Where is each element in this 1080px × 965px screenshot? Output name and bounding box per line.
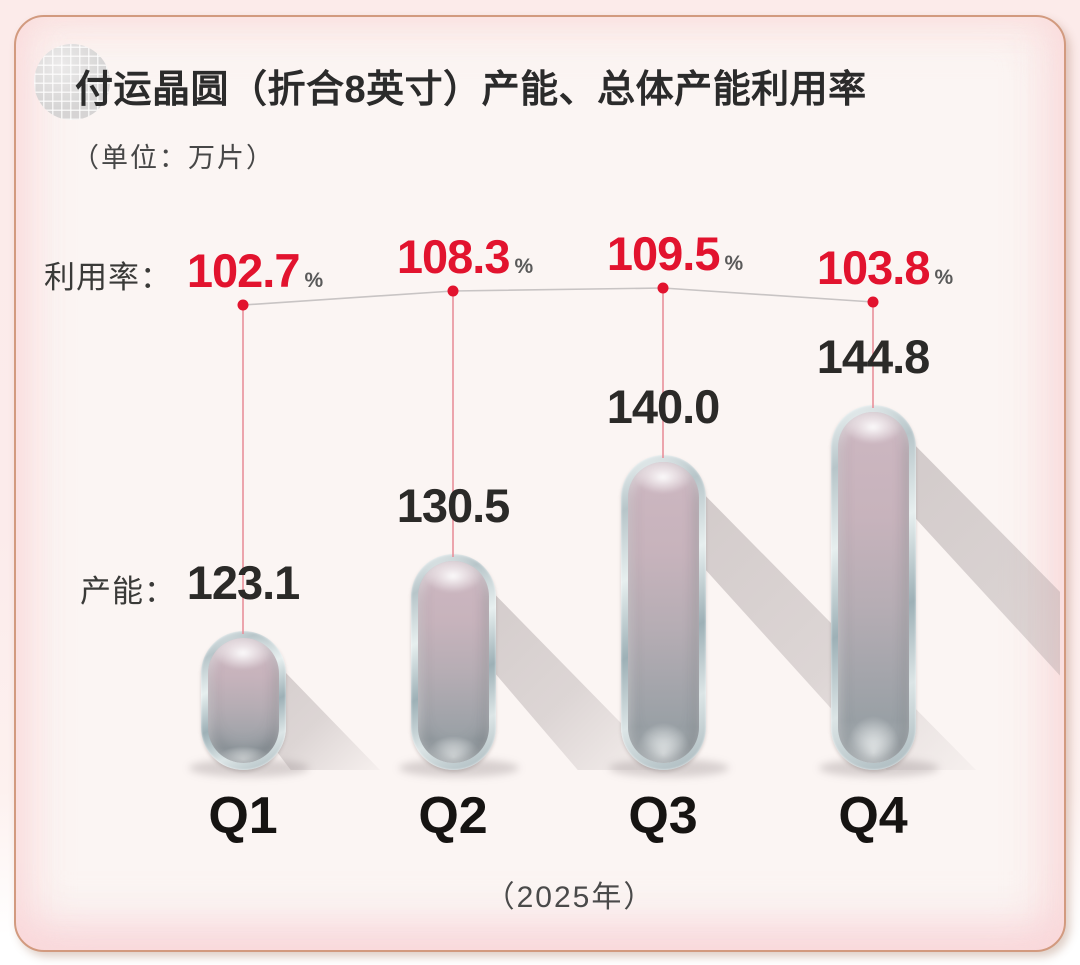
utilization-number: 103.8 [816,241,931,294]
utilization-number: 109.5 [606,227,721,280]
capacity-value-q3: 140.0 [606,380,721,433]
category-label-q4: Q4 [838,787,908,845]
utilization-value-q1: 102.7 % [187,243,323,298]
category-label-q2: Q2 [418,787,488,845]
capacity-bar-q4 [830,405,916,770]
utilization-value-q4: 103.8 % [817,240,953,295]
wafer-grid-icon [34,44,110,120]
capacity-value-q2: 130.5 [396,479,511,532]
capacity-row-label: 产能： [80,574,176,609]
bar-q4-glass-fill [837,412,909,763]
capacity-value-q4: 144.8 [816,330,931,383]
category-label-q1: Q1 [208,787,278,845]
utilization-value-q2: 108.3 % [397,229,533,284]
utilization-number: 108.3 [396,230,511,283]
page-title: 付运晶圆（折合8英寸）产能、总体产能利用率 [75,69,867,111]
unit-note: （单位：万片） [72,143,275,173]
capacity-value-q1: 123.1 [186,556,301,609]
year-caption: （2025年） [484,881,656,914]
percent-sign: % [724,252,744,275]
capacity-bar-q1 [200,631,286,770]
percent-sign: % [934,266,954,289]
bar-q2-glass-fill [417,561,489,763]
percent-sign: % [304,269,324,292]
percent-sign: % [514,255,534,278]
bar-q3-glass-fill [627,462,699,763]
capacity-bar-q2 [410,554,496,770]
category-label-q3: Q3 [628,787,698,845]
capacity-bar-q3 [620,455,706,770]
utilization-row-label: 利用率： [44,260,172,295]
utilization-number: 102.7 [186,244,301,297]
utilization-value-q3: 109.5 % [607,226,743,281]
